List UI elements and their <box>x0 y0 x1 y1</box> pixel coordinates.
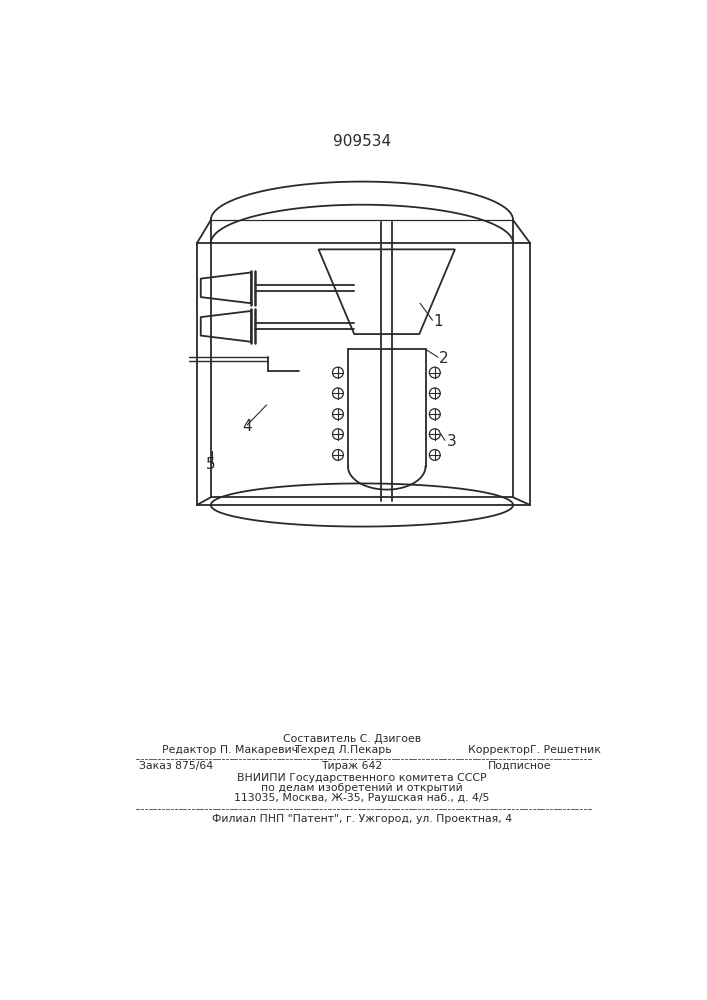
Text: Тираж 642: Тираж 642 <box>321 761 382 771</box>
Text: Редактор П. Макаревич: Редактор П. Макаревич <box>162 745 298 755</box>
Text: КорректорГ. Решетник: КорректорГ. Решетник <box>468 745 601 755</box>
Text: Филиал ПНП "Патент", г. Ужгород, ул. Проектная, 4: Филиал ПНП "Патент", г. Ужгород, ул. Про… <box>212 814 512 824</box>
Text: 909534: 909534 <box>333 134 391 149</box>
Text: Подписное: Подписное <box>488 761 551 771</box>
Text: по делам изобретений и открытий: по делам изобретений и открытий <box>261 783 463 793</box>
Text: 1: 1 <box>433 314 443 329</box>
Text: ВНИИПИ Государственного комитета СССР: ВНИИПИ Государственного комитета СССР <box>237 773 486 783</box>
Text: Техред Л.Пекарь: Техред Л.Пекарь <box>293 745 392 755</box>
Text: 3: 3 <box>446 434 456 449</box>
Text: 5: 5 <box>206 457 216 472</box>
Text: Составитель С. Дзигоев: Составитель С. Дзигоев <box>283 734 421 744</box>
Text: Заказ 875/64: Заказ 875/64 <box>139 761 213 771</box>
Text: 4: 4 <box>242 419 252 434</box>
Text: 113035, Москва, Ж-35, Раушская наб., д. 4/5: 113035, Москва, Ж-35, Раушская наб., д. … <box>234 793 490 803</box>
Text: 2: 2 <box>438 351 448 366</box>
